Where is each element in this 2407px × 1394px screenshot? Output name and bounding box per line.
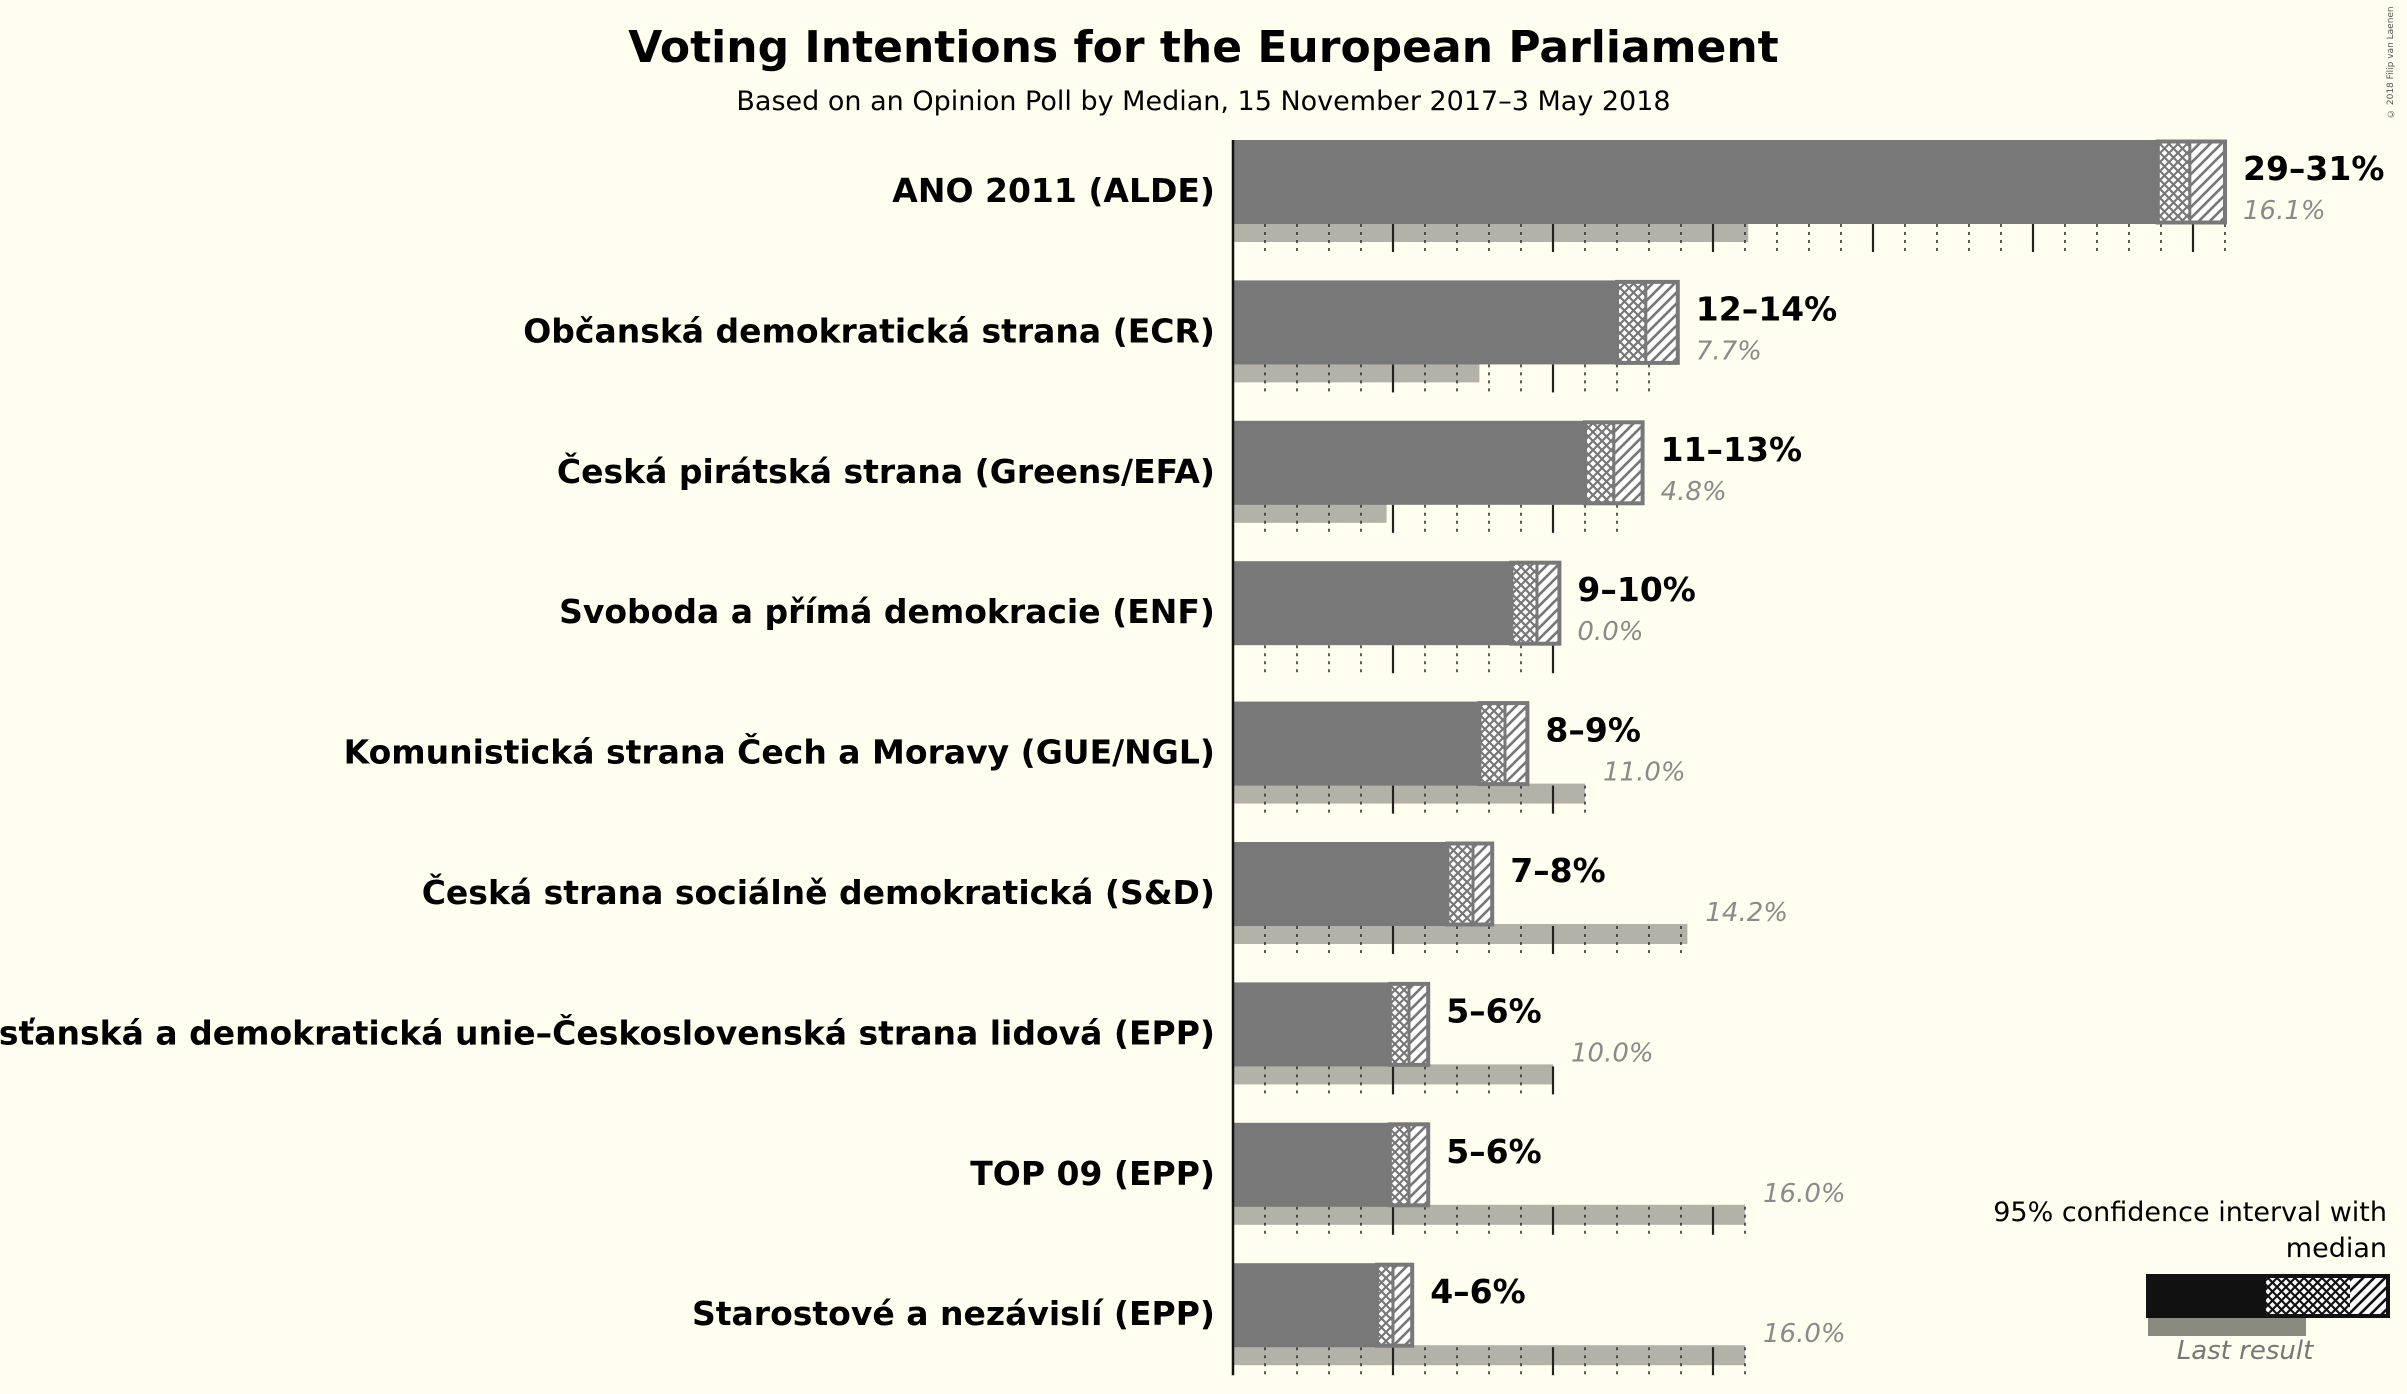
party-label: Starostové a nezávislí (EPP)	[692, 1294, 1215, 1333]
party-label: Česká pirátská strana (Greens/EFA)	[557, 451, 1215, 491]
ci-lower-half	[1585, 420, 1614, 505]
range-label: 8–9%	[1545, 711, 1641, 750]
range-label: 29–31%	[2243, 149, 2384, 188]
party-row: Česká pirátská strana (Greens/EFA) 11–13%…	[557, 420, 1802, 533]
last-result-label: 16.0%	[1763, 1179, 1846, 1209]
last-result-label: 4.8%	[1661, 477, 1727, 507]
range-label: 9–10%	[1577, 570, 1695, 609]
party-label: Křesťanská a demokratická unie–Českoslov…	[0, 1012, 1215, 1052]
range-label: 4–6%	[1430, 1272, 1526, 1311]
party-row: Komunistická strana Čech a Moravy (GUE/N…	[344, 701, 1686, 814]
range-label: 11–13%	[1661, 430, 1802, 469]
ci-upper-half	[1409, 982, 1429, 1067]
ci-outline	[1509, 560, 1562, 646]
ci-outline	[2155, 139, 2228, 225]
party-row: Občanská demokratická strana (ECR) 12–14%…	[523, 279, 1837, 393]
last-result-label: 16.1%	[2243, 196, 2326, 226]
party-row: Svoboda a přímá demokracie (ENF) 9–10% 0.0…	[559, 560, 1696, 674]
range-label: 7–8%	[1510, 851, 1606, 890]
range-label: 5–6%	[1446, 991, 1542, 1030]
ci-lower-half	[1479, 701, 1505, 786]
last-result-label: 10.0%	[1571, 1038, 1654, 1068]
party-label: Komunistická strana Čech a Moravy (GUE/N…	[344, 732, 1215, 772]
party-label: Svoboda a přímá demokracie (ENF)	[559, 592, 1215, 631]
ci-upper-half	[1409, 1122, 1429, 1207]
ci-lower-half	[1617, 280, 1646, 365]
last-result-label: 16.0%	[1763, 1319, 1846, 1349]
ci-bar-solid	[1233, 1263, 1377, 1348]
ci-bar-solid	[1233, 280, 1617, 365]
ci-bar-solid	[1233, 982, 1390, 1067]
last-result-label: 11.0%	[1603, 758, 1686, 788]
legend-swatch	[2146, 1274, 2390, 1336]
ci-bar-solid	[1233, 1122, 1390, 1207]
ci-bar-solid	[1233, 140, 2158, 224]
party-label: Občanská demokratická strana (ECR)	[523, 311, 1215, 350]
ci-upper-half	[1473, 842, 1493, 926]
ci-outline	[1615, 279, 1680, 365]
last-result-label: 0.0%	[1577, 617, 1643, 647]
ci-lower-half	[1389, 982, 1409, 1067]
legend-crosshatch	[2266, 1276, 2350, 1316]
ci-bar-solid	[1233, 701, 1480, 786]
ci-bar-solid	[1233, 420, 1585, 505]
party-row: ANO 2011 (ALDE) 29–31% 16.1%	[892, 139, 2384, 252]
ci-outline	[1445, 841, 1495, 927]
ci-lower-half	[1511, 561, 1537, 646]
party-label: TOP 09 (EPP)	[970, 1154, 1215, 1193]
ci-upper-half	[1505, 701, 1528, 786]
ci-bar-solid	[1233, 561, 1512, 646]
party-row: Česká strana sociálně demokratická (S&D)…	[422, 841, 1788, 954]
ci-lower-half	[1447, 842, 1473, 926]
ci-lower-half	[1377, 1263, 1393, 1348]
last-result-bar	[1233, 924, 1688, 944]
ci-upper-half	[1613, 420, 1643, 505]
legend-hatch	[2350, 1276, 2388, 1316]
legend-outline	[2146, 1274, 2390, 1318]
legend-title: 95% confidence interval with median	[1993, 1197, 2387, 1264]
range-label: 12–14%	[1696, 289, 1837, 328]
last-result-bar	[1233, 783, 1585, 804]
party-label: ANO 2011 (ALDE)	[892, 171, 1215, 210]
last-result-bar	[1233, 362, 1480, 383]
legend-solid-bar	[2148, 1276, 2266, 1316]
ci-outline	[1375, 1262, 1415, 1348]
last-result-bar	[1233, 222, 1749, 242]
party-row: TOP 09 (EPP) 5–6% 16.0%	[970, 1122, 1846, 1235]
ci-outline	[1477, 701, 1530, 787]
last-result-bar	[1233, 502, 1387, 523]
chart-title: Voting Intentions for the European Parli…	[628, 22, 1779, 73]
party-row: Starostové a nezávislí (EPP) 4–6% 16.0%	[692, 1262, 1846, 1376]
range-label: 5–6%	[1446, 1132, 1542, 1171]
party-row: Křesťanská a demokratická unie–Českoslov…	[0, 981, 1654, 1095]
party-label: Česká strana sociálně demokratická (S&D)	[422, 872, 1215, 912]
ci-upper-half	[2189, 140, 2225, 224]
ci-bar-solid	[1233, 842, 1448, 926]
ci-upper-half	[1537, 561, 1560, 646]
ci-lower-half	[2157, 140, 2190, 224]
ci-upper-half	[1645, 280, 1678, 365]
legend-last-result-label: Last result	[2176, 1336, 2314, 1366]
ci-lower-half	[1389, 1122, 1409, 1207]
ci-upper-half	[1393, 1263, 1413, 1348]
last-result-label: 14.2%	[1705, 898, 1788, 928]
chart-subtitle: Based on an Opinion Poll by Median, 15 N…	[736, 86, 1671, 117]
last-result-label: 7.7%	[1696, 336, 1762, 366]
